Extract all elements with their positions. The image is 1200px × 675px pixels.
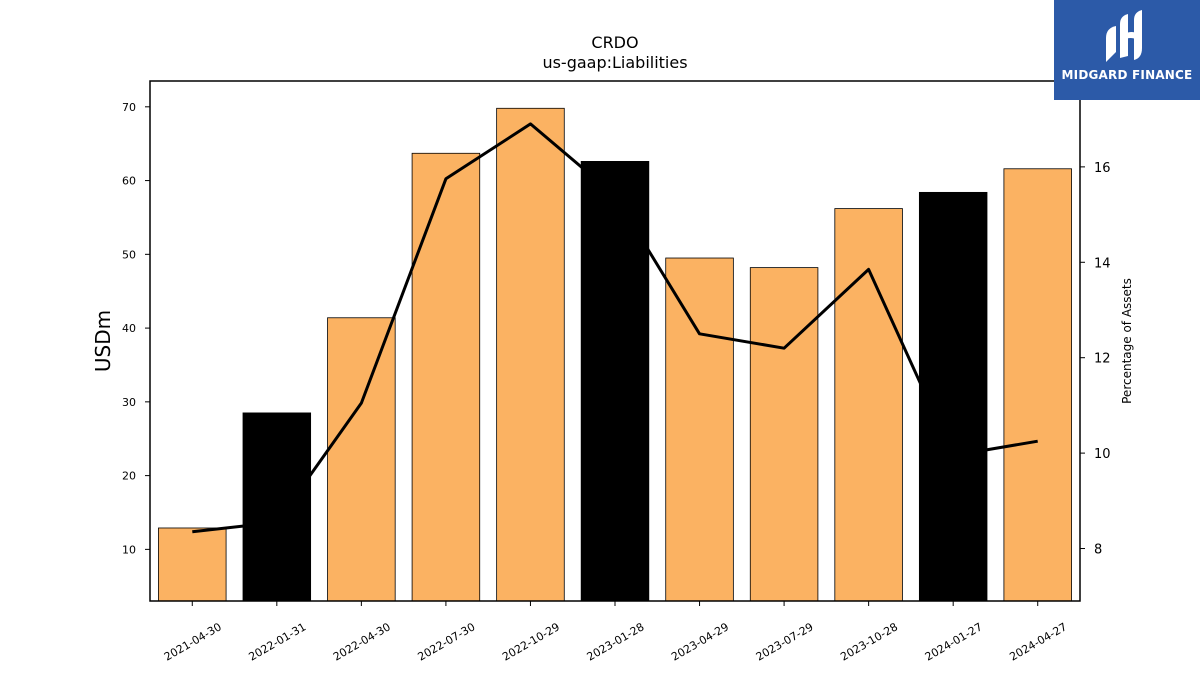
bars-layer <box>158 107 1072 602</box>
bar-2023-04-29 <box>665 257 734 602</box>
bar-2021-04-30 <box>158 527 227 602</box>
bar-2022-01-31 <box>242 412 312 602</box>
x-axis: 2021-04-30 2022-01-31 2022-04-30 2022-07-30… <box>162 601 1069 664</box>
right-y-axis: 8 10 12 14 16 <box>1080 161 1111 558</box>
y-tick-label-60: 60 <box>122 175 136 188</box>
y-tick-label-70: 70 <box>122 101 136 114</box>
brand-logo: MIDGARD FINANCE <box>1054 0 1200 100</box>
x-tick-label-2023-01-28: 2023-01-28 <box>585 620 647 663</box>
x-tick-label-2021-04-30: 2021-04-30 <box>162 620 224 663</box>
y2-tick-label-10: 10 <box>1094 447 1111 462</box>
chart-title: CRDO <box>591 33 638 52</box>
midgard-logo-icon <box>1106 10 1142 62</box>
bar-2022-07-30 <box>411 152 481 602</box>
bar-2023-01-28 <box>580 160 650 602</box>
x-tick-label-2024-01-27: 2024-01-27 <box>923 620 985 663</box>
x-tick-label-2022-04-30: 2022-04-30 <box>331 620 393 663</box>
left-y-axis: 10 20 30 40 50 60 70 <box>122 101 150 556</box>
line-layer <box>192 122 1038 534</box>
y-tick-label-50: 50 <box>122 248 136 261</box>
y-tick-label-30: 30 <box>122 396 136 409</box>
x-tick-label-2023-07-29: 2023-07-29 <box>754 620 816 663</box>
bar-2023-07-29 <box>749 267 819 602</box>
y2-tick-label-12: 12 <box>1094 352 1111 367</box>
bar-2024-04-27 <box>1003 168 1072 602</box>
bar-2023-10-28 <box>834 208 903 602</box>
line-series-percentage <box>192 122 1038 534</box>
x-tick-label-2024-04-27: 2024-04-27 <box>1007 620 1069 663</box>
bar-2024-01-27 <box>918 191 988 602</box>
y2-tick-label-16: 16 <box>1094 161 1111 176</box>
x-tick-label-2022-01-31: 2022-01-31 <box>246 620 308 663</box>
x-tick-label-2022-10-29: 2022-10-29 <box>500 620 562 663</box>
x-tick-label-2022-07-30: 2022-07-30 <box>416 620 478 663</box>
y2-tick-label-8: 8 <box>1094 543 1102 558</box>
y-tick-label-20: 20 <box>122 470 136 483</box>
y2-axis-label: Percentage of Assets <box>1120 278 1134 404</box>
bar-2022-04-30 <box>327 317 396 602</box>
brand-name: MIDGARD FINANCE <box>1061 68 1193 82</box>
y2-tick-label-14: 14 <box>1094 256 1111 271</box>
bar-2022-10-29 <box>496 107 565 602</box>
y-tick-label-10: 10 <box>122 543 136 556</box>
y-tick-label-40: 40 <box>122 322 136 335</box>
chart-subtitle: us-gaap:Liabilities <box>542 53 687 72</box>
x-tick-label-2023-10-28: 2023-10-28 <box>838 620 900 663</box>
y-axis-label: USDm <box>91 310 115 372</box>
x-tick-label-2023-04-29: 2023-04-29 <box>669 620 731 663</box>
